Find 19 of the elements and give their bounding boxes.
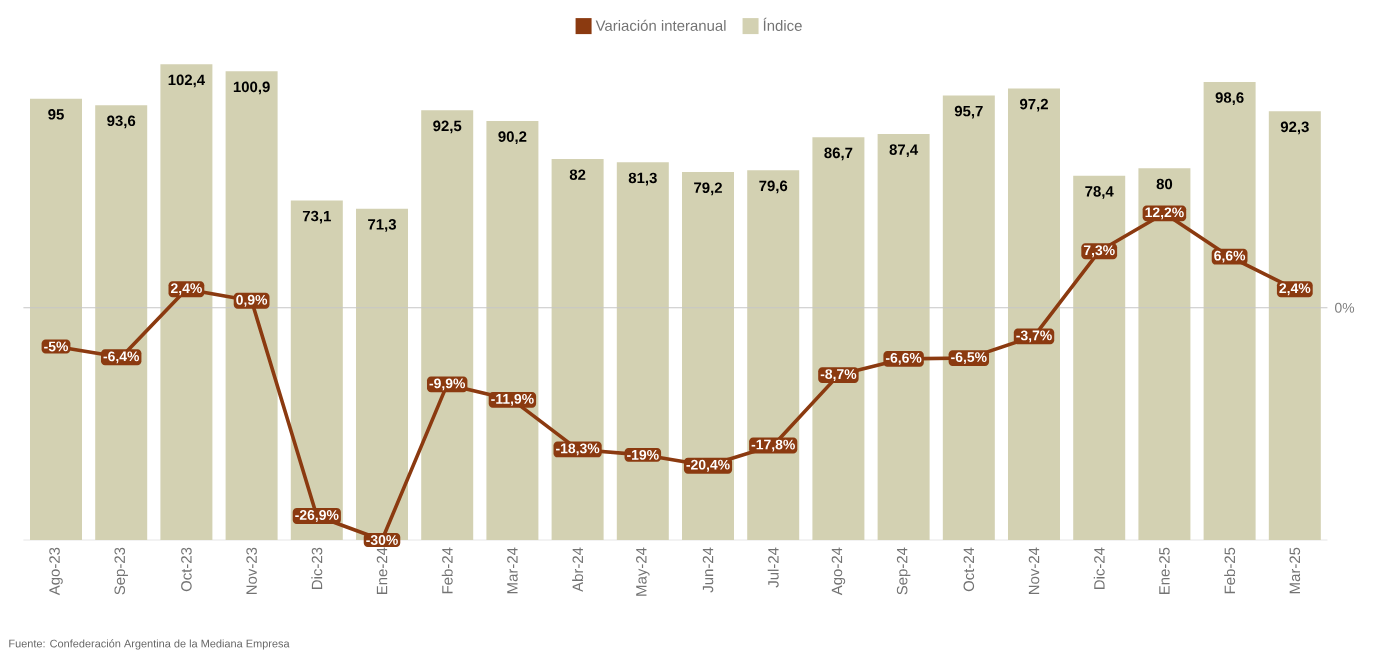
bar (95, 105, 148, 540)
bar (1268, 111, 1321, 540)
bar (747, 170, 800, 540)
bar (616, 162, 669, 540)
bar (421, 110, 474, 540)
bar (486, 120, 539, 540)
bar (1203, 81, 1256, 540)
bar (160, 64, 213, 540)
bar (877, 133, 930, 540)
bar (551, 159, 604, 540)
bar (1138, 168, 1191, 540)
bar (30, 98, 82, 540)
bar (812, 137, 865, 540)
bar (225, 71, 278, 540)
bar (1008, 88, 1061, 540)
bar (682, 172, 735, 540)
bar (290, 200, 343, 540)
bar (942, 95, 995, 540)
bar (1073, 175, 1126, 540)
